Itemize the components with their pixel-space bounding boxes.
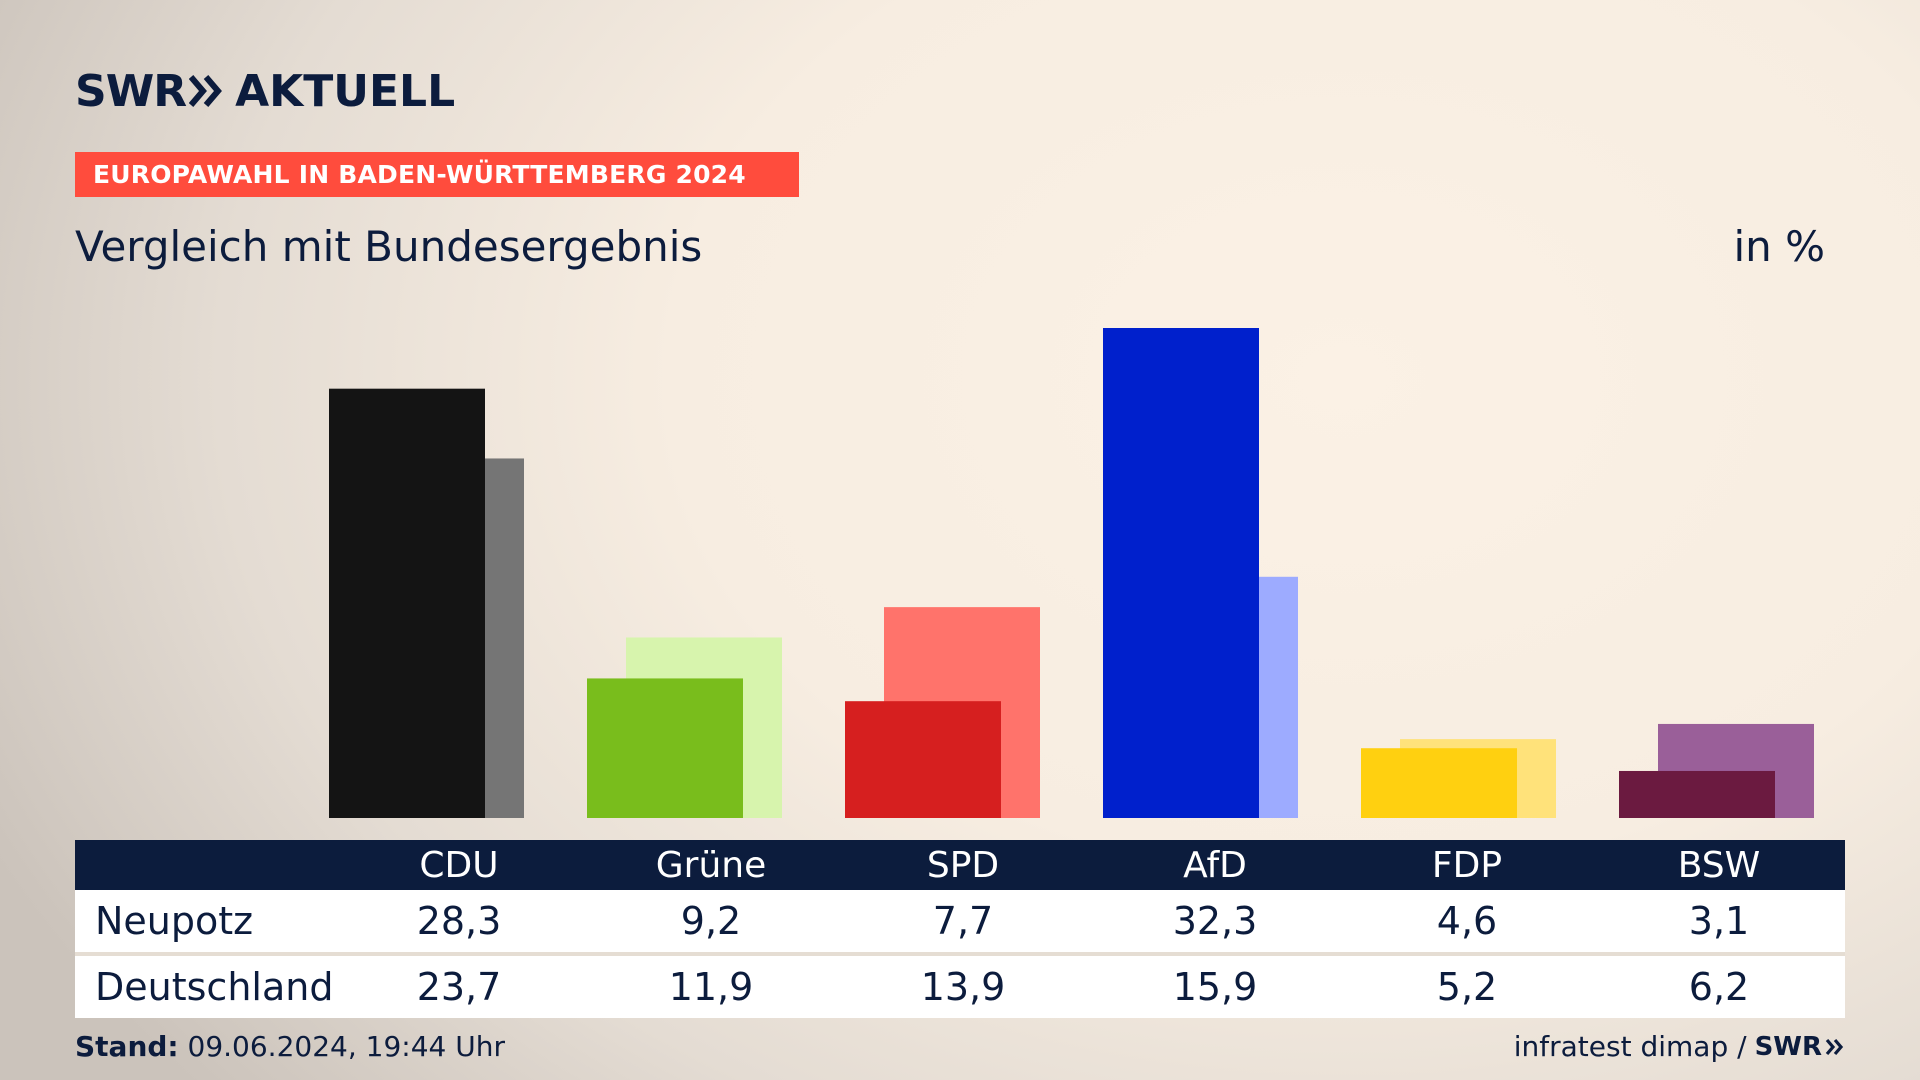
source-credit: infratest dimap / SWR <box>1514 1030 1845 1063</box>
table-row: Deutschland 23,7 11,9 13,9 15,9 5,2 6,2 <box>75 956 1845 1018</box>
value-cell: 13,9 <box>837 956 1089 1018</box>
bar-neupotz-spd <box>845 701 1001 818</box>
chart-subtitle: Vergleich mit Bundesergebnis <box>75 222 703 271</box>
value-cell: 15,9 <box>1089 956 1341 1018</box>
double-chevron-icon <box>1825 1038 1844 1055</box>
stand-label: Stand: <box>75 1030 179 1063</box>
row-label-local: Neupotz <box>75 890 333 952</box>
bar-neupotz-grüne <box>587 678 743 818</box>
row-separator-cell <box>75 952 1845 956</box>
header-empty-cell <box>75 840 333 890</box>
swr-small-text: SWR <box>1754 1031 1822 1062</box>
bar-neupotz-bsw <box>1619 770 1775 818</box>
unit-label: in % <box>1733 222 1825 271</box>
source-text: infratest dimap / <box>1513 1030 1747 1063</box>
row-label-national: Deutschland <box>75 956 333 1018</box>
logo-aktuell-text: AKTUELL <box>235 65 456 117</box>
swr-aktuell-logo: SWR AKTUELL <box>75 65 456 117</box>
bar-chart <box>329 328 1814 818</box>
bar-neupotz-cdu <box>329 388 485 818</box>
value-cell: 5,2 <box>1341 956 1593 1018</box>
party-header-cell: AfD <box>1089 840 1341 890</box>
table-row: Neupotz 28,3 9,2 7,7 32,3 4,6 3,1 <box>75 890 1845 952</box>
election-banner: EUROPAWAHL IN BADEN-WÜRTTEMBERG 2024 <box>75 152 799 197</box>
value-cell: 4,6 <box>1341 890 1593 952</box>
logo-swr-text: SWR <box>75 65 187 117</box>
party-header-cell: FDP <box>1341 840 1593 890</box>
timestamp: Stand: 09.06.2024, 19:44 Uhr <box>75 1030 505 1063</box>
value-cell: 7,7 <box>837 890 1089 952</box>
value-cell: 28,3 <box>333 890 585 952</box>
party-header-cell: SPD <box>837 840 1089 890</box>
table-header-row: CDU Grüne SPD AfD FDP BSW <box>75 840 1845 890</box>
results-table: CDU Grüne SPD AfD FDP BSW Neupotz 28,3 9… <box>75 840 1845 1018</box>
value-cell: 23,7 <box>333 956 585 1018</box>
value-cell: 32,3 <box>1089 890 1341 952</box>
stand-value: 09.06.2024, 19:44 Uhr <box>178 1030 505 1063</box>
party-header-cell: Grüne <box>585 840 837 890</box>
bar-neupotz-fdp <box>1361 748 1517 818</box>
value-cell: 11,9 <box>585 956 837 1018</box>
swr-small-logo: SWR <box>1755 1032 1845 1062</box>
value-cell: 9,2 <box>585 890 837 952</box>
value-cell: 3,1 <box>1593 890 1845 952</box>
bar-neupotz-afd <box>1103 328 1259 818</box>
double-chevron-icon <box>189 75 223 107</box>
value-cell: 6,2 <box>1593 956 1845 1018</box>
party-header-cell: CDU <box>333 840 585 890</box>
row-separator <box>75 952 1845 956</box>
party-header-cell: BSW <box>1593 840 1845 890</box>
